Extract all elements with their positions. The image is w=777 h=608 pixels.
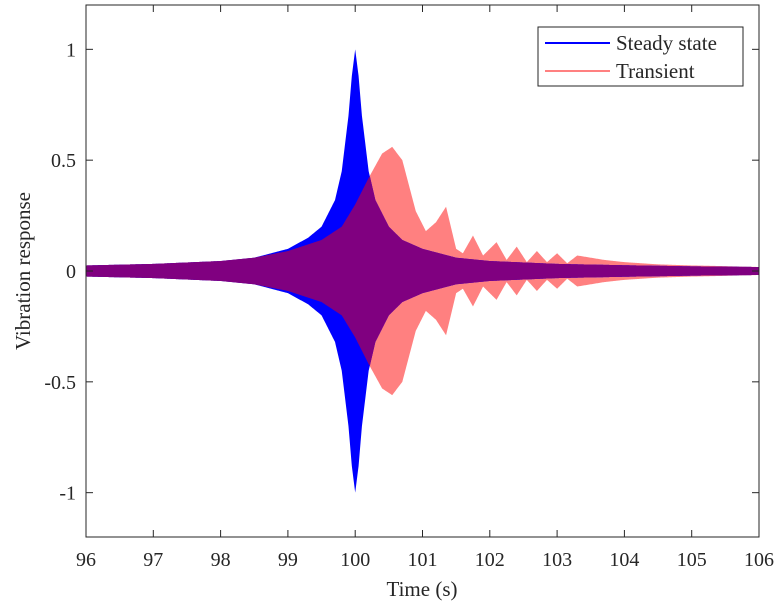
- y-tick-label: -0.5: [44, 372, 76, 394]
- overlap-band: [86, 176, 759, 366]
- y-tick-label: 0: [66, 261, 76, 283]
- legend-box: [537, 26, 744, 87]
- legend-label-steady-state: Steady state: [616, 31, 717, 55]
- x-tick-label: 105: [677, 549, 707, 571]
- x-tick-label: 98: [211, 549, 231, 571]
- x-tick-label: 102: [475, 549, 505, 571]
- data-layer: [86, 49, 759, 493]
- y-tick-label: 1: [66, 39, 76, 61]
- x-tick-label: 106: [744, 549, 774, 571]
- y-axis-label: Vibration response: [11, 192, 35, 350]
- x-tick-label: 100: [340, 549, 370, 571]
- x-tick-label: 101: [408, 549, 438, 571]
- legend: Steady state Transient: [537, 26, 744, 87]
- axis-ticks: 96 97 98 99 100 101 102 103 104 105 106 -1 -0.5 0 0.5 1: [44, 5, 774, 571]
- x-axis-label: Time (s): [387, 577, 458, 601]
- x-tick-label: 99: [278, 549, 298, 571]
- x-tick-label: 103: [542, 549, 572, 571]
- legend-label-transient: Transient: [616, 59, 695, 83]
- x-tick-label: 96: [76, 549, 96, 571]
- y-tick-label: -1: [59, 483, 76, 505]
- x-tick-label: 97: [143, 549, 163, 571]
- x-tick-label: 104: [609, 549, 639, 571]
- y-tick-label: 0.5: [51, 150, 76, 172]
